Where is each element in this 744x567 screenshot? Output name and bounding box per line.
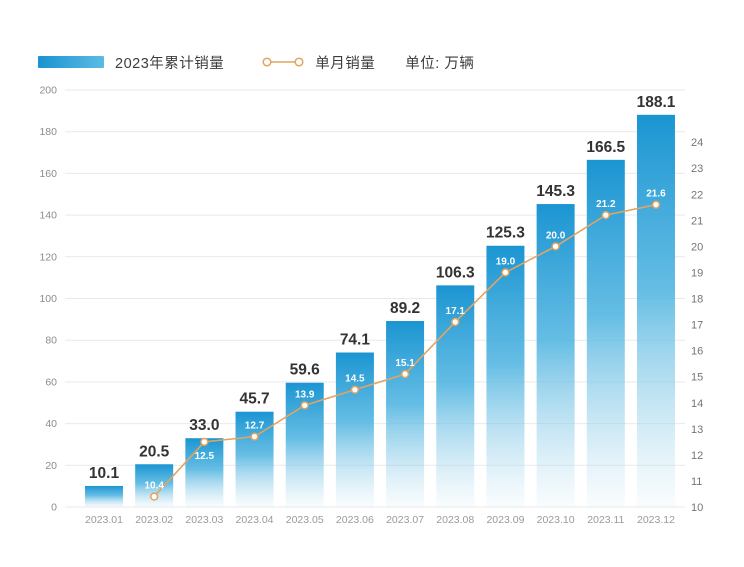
monthly-value-label: 10.4: [144, 481, 164, 492]
bar-value-label: 33.0: [189, 417, 219, 434]
bar: [335, 352, 374, 507]
right-axis-tick-label: 12: [691, 450, 703, 462]
bar-series-label: 2023年累计销量: [115, 55, 225, 72]
bar-value-label: 20.5: [139, 443, 170, 460]
left-axis-tick-label: 0: [51, 502, 57, 514]
x-axis-label: 2023.08: [436, 514, 474, 526]
right-axis-tick-label: 15: [691, 372, 703, 384]
right-axis-tick-label: 23: [691, 163, 703, 175]
x-axis-label: 2023.05: [286, 514, 324, 526]
left-axis-tick-label: 120: [39, 251, 57, 263]
x-axis-label: 2023.12: [637, 514, 675, 526]
line-series-label: 单月销量: [315, 55, 376, 72]
line-point: [601, 210, 610, 220]
line-point: [300, 401, 309, 410]
monthly-value-label: 13.9: [295, 389, 315, 400]
bar: [235, 411, 274, 507]
right-axis-tick-label: 14: [691, 398, 703, 410]
monthly-value-label: 15.1: [395, 358, 415, 369]
right-axis-tick-label: 20: [691, 241, 703, 253]
left-axis-tick-label: 60: [45, 376, 57, 388]
x-axis-label: 2023.11: [587, 514, 624, 526]
bar: [486, 245, 525, 507]
bar: [185, 438, 224, 507]
x-axis-label: 2023.10: [537, 514, 575, 526]
bar: [386, 321, 425, 507]
right-axis-tick-label: 16: [691, 346, 703, 358]
left-axis-tick-label: 80: [45, 335, 57, 347]
line-point: [651, 200, 661, 209]
bar-value-label: 89.2: [390, 300, 420, 317]
line-point: [150, 492, 159, 501]
line-point: [400, 369, 410, 379]
right-axis-tick-label: 18: [691, 294, 703, 306]
left-axis-tick-label: 20: [45, 460, 57, 472]
bar-value-label: 59.6: [290, 362, 321, 379]
bar-series-swatch: [38, 56, 104, 68]
monthly-value-label: 17.1: [446, 306, 466, 317]
monthly-value-label: 12.7: [245, 421, 265, 432]
x-axis-label: 2023.04: [236, 514, 274, 526]
monthly-value-label: 19.0: [496, 256, 516, 267]
right-axis-tick-label: 24: [691, 137, 703, 149]
right-axis-tick-label: 19: [691, 267, 703, 279]
monthly-value-label: 20.0: [546, 230, 566, 241]
left-axis-tick-label: 160: [39, 168, 57, 180]
line-point: [350, 385, 360, 394]
left-axis-tick-label: 180: [39, 126, 57, 138]
left-axis-tick-label: 100: [39, 293, 57, 305]
right-axis-tick-label: 17: [691, 320, 703, 332]
monthly-value-label: 21.2: [596, 199, 616, 210]
x-axis-label: 2023.02: [135, 514, 173, 526]
line-point: [551, 242, 560, 251]
left-axis-tick-label: 140: [39, 210, 57, 222]
bar-value-label: 145.3: [536, 183, 575, 200]
right-axis-tick-label: 10: [691, 502, 703, 514]
x-axis-label: 2023.01: [85, 514, 123, 526]
x-axis-label: 2023.07: [386, 514, 424, 526]
bar-value-label: 166.5: [586, 139, 625, 156]
monthly-value-label: 14.5: [345, 374, 365, 385]
bar: [636, 114, 675, 508]
legend: 2023年累计销量 单月销量 单位: 万辆: [38, 50, 474, 74]
line-point: [250, 432, 259, 441]
monthly-value-label: 21.6: [646, 189, 666, 200]
right-axis-tick-label: 11: [691, 476, 702, 488]
bar-value-label: 10.1: [89, 465, 120, 482]
x-axis-label: 2023.06: [336, 514, 374, 526]
bar-value-label: 45.7: [239, 391, 269, 408]
x-axis-label: 2023.03: [185, 514, 223, 526]
line-series-icon: [262, 56, 304, 68]
left-axis-tick-label: 40: [45, 418, 57, 430]
left-axis-tick-label: 200: [39, 85, 57, 97]
x-axis-label: 2023.09: [486, 514, 524, 526]
bar: [536, 204, 575, 507]
bar-value-label: 188.1: [637, 94, 676, 111]
unit-label: 单位: 万辆: [405, 55, 475, 72]
line-point: [200, 437, 209, 446]
right-axis-tick-label: 21: [691, 215, 703, 227]
right-axis-tick-label: 13: [691, 424, 703, 436]
monthly-value-label: 12.5: [195, 451, 215, 462]
bar-value-label: 106.3: [436, 264, 475, 281]
bar-value-label: 74.1: [340, 332, 371, 349]
right-axis-tick-label: 22: [691, 189, 703, 201]
bar-value-label: 125.3: [486, 225, 525, 242]
line-point: [451, 317, 460, 327]
bar: [85, 485, 123, 507]
line-point: [501, 268, 510, 277]
